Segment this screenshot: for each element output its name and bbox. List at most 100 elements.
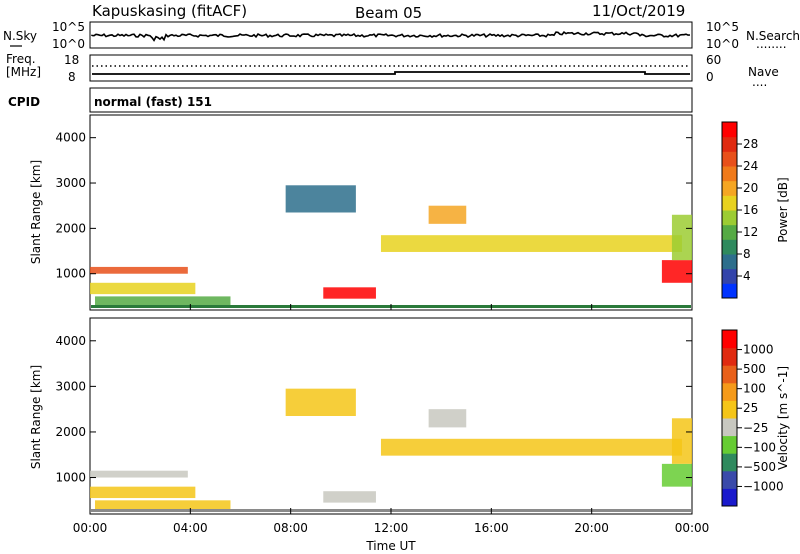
y-tick-label: 2000 — [55, 221, 86, 235]
y-tick-label: 1000 — [55, 471, 86, 485]
power-scatter-region — [323, 287, 376, 299]
colorbar-cell — [722, 470, 737, 489]
colorbar-cell — [722, 151, 737, 167]
cpid-text: normal (fast) 151 — [94, 95, 212, 109]
colorbar-cell — [722, 224, 737, 240]
noise-left-tick-top: 10^5 — [52, 20, 85, 34]
power-colorbar-label: Power [dB] — [776, 177, 790, 242]
freq-label-line2: [MHz] — [6, 65, 41, 79]
velocity-scatter-region — [90, 486, 196, 499]
colorbar-cell — [722, 347, 737, 366]
velocity-x-axis: 00:00 04:00 08:00 12:00 16:00 20:00 00:00 — [73, 508, 710, 535]
freq-right-tick-bottom: 0 — [706, 70, 714, 84]
colorbar-cell — [722, 166, 737, 182]
colorbar-tick-label: 12 — [743, 225, 758, 239]
noise-right-tick-bottom: 10^0 — [706, 37, 739, 51]
colorbar-cell — [722, 453, 737, 472]
power-scatter-region — [671, 214, 692, 261]
colorbar-tick-label: 1000 — [743, 343, 774, 357]
power-scatter-region — [90, 282, 196, 295]
velocity-panel: 4000 3000 2000 1000 00:00 04:00 08:00 12:00 16:… — [29, 317, 710, 553]
velocity-scatter-region — [380, 438, 682, 456]
noise-panel: N.Sky 10^5 10^0 10^5 10^0 N.Search .....… — [3, 20, 800, 51]
colorbar-cell — [722, 400, 737, 419]
colorbar-cell — [722, 488, 737, 507]
x-tick-label: 20:00 — [574, 521, 609, 535]
power-x-axis — [89, 304, 693, 310]
power-y-axis: 4000 3000 2000 1000 — [55, 131, 692, 281]
velocity-data — [90, 388, 692, 512]
nave-label: Nave — [748, 65, 779, 79]
colorbar-cell — [722, 268, 737, 284]
y-tick-label: 4000 — [55, 131, 86, 145]
power-scatter-region — [90, 266, 188, 274]
time-axis-label: Time UT — [365, 539, 416, 553]
freq-panel: Freq. [MHz] 18 8 60 0 Nave .... — [6, 52, 779, 89]
power-data — [90, 185, 692, 308]
colorbar-tick-label: 24 — [743, 159, 758, 173]
velocity-scatter-region — [285, 388, 356, 416]
colorbar-tick-label: 20 — [743, 181, 758, 195]
colorbar-cell — [722, 382, 737, 401]
velocity-y-axis: 4000 3000 2000 1000 — [55, 334, 692, 485]
noise-right-label: N.Search — [746, 29, 800, 43]
freq-label-line1: Freq. — [6, 52, 36, 66]
noise-left-tick-bottom: 10^0 — [52, 37, 85, 51]
colorbar-cell — [722, 136, 737, 152]
x-tick-label: 04:00 — [173, 521, 208, 535]
power-scatter-region — [95, 296, 231, 306]
x-tick-label: 00:00 — [73, 521, 108, 535]
power-scatter-region — [661, 260, 692, 283]
colorbar-tick-label: −1000 — [743, 479, 784, 493]
y-tick-label: 2000 — [55, 425, 86, 439]
velocity-scatter-region — [671, 418, 692, 464]
colorbar-cell — [722, 330, 737, 349]
noise-left-label: N.Sky — [3, 29, 37, 43]
station-title: Kapuskasing (fitACF) — [92, 2, 247, 20]
colorbar-tick-label: 500 — [743, 362, 766, 376]
colorbar-tick-label: 8 — [743, 247, 751, 261]
freq-line — [92, 71, 690, 75]
power-colorbar: 28 24 20 16 12 8 4 Power [dB] — [721, 121, 790, 299]
colorbar-tick-label: −500 — [743, 460, 776, 474]
colorbar-tick-label: 16 — [743, 203, 758, 217]
noise-right-tick-top: 10^5 — [706, 20, 739, 34]
nave-label-line: .... — [752, 75, 767, 89]
colorbar-cell — [722, 180, 737, 196]
velocity-colorbar-label: Velocity [m s^-1] — [776, 366, 790, 470]
velocity-scatter-region — [323, 491, 376, 503]
colorbar-tick-label: 100 — [743, 382, 766, 396]
power-scatter-region — [428, 205, 467, 224]
colorbar-tick-label: 4 — [743, 269, 751, 283]
colorbar-cell — [722, 195, 737, 211]
power-scatter-region — [380, 235, 682, 252]
x-tick-label: 08:00 — [273, 521, 308, 535]
colorbar-cell — [722, 435, 737, 454]
colorbar-cell — [722, 418, 737, 437]
velocity-ylabel: Slant Range [km] — [29, 365, 43, 469]
x-tick-label: 16:00 — [474, 521, 509, 535]
y-tick-label: 3000 — [55, 176, 86, 190]
colorbar-cell — [722, 239, 737, 255]
noise-sky-line — [91, 30, 691, 42]
velocity-scatter-region — [95, 500, 231, 510]
power-scatter-region — [285, 185, 356, 213]
cpid-label: CPID — [8, 95, 40, 109]
freq-right-tick-top: 60 — [706, 53, 721, 67]
colorbar-cell — [722, 365, 737, 384]
colorbar-cell — [722, 254, 737, 270]
y-tick-label: 4000 — [55, 334, 86, 348]
x-tick-label: 00:00 — [675, 521, 710, 535]
power-panel: 4000 3000 2000 1000 Slant Range [km] — [29, 114, 693, 311]
y-tick-label: 1000 — [55, 267, 86, 281]
date-title: 11/Oct/2019 — [592, 2, 685, 20]
colorbar-tick-label: 25 — [743, 401, 758, 415]
colorbar-tick-label: −100 — [743, 440, 776, 454]
x-tick-label: 12:00 — [374, 521, 409, 535]
freq-left-tick-bottom: 8 — [68, 70, 76, 84]
colorbar-cell — [722, 210, 737, 226]
velocity-scatter-region — [90, 470, 188, 478]
colorbar-tick-label: 28 — [743, 137, 758, 151]
velocity-scatter-region — [661, 463, 692, 487]
